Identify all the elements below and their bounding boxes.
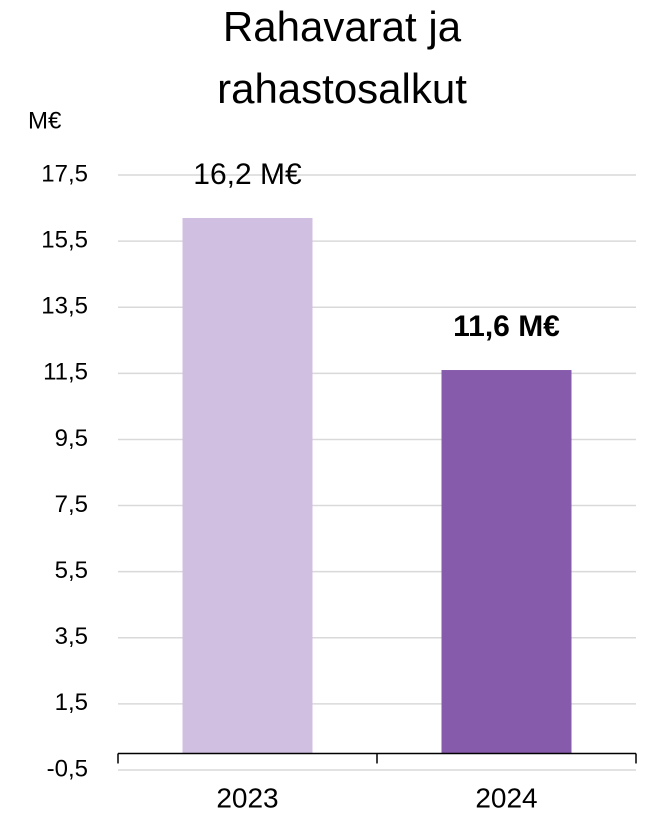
y-tick-label: -0,5 <box>47 755 88 782</box>
bar <box>441 370 572 754</box>
y-tick-label: 9,5 <box>55 425 88 452</box>
y-tick-label: 1,5 <box>55 689 88 716</box>
chart-title: Rahavarat ja <box>223 3 462 50</box>
data-label: 16,2 M€ <box>193 158 302 191</box>
y-axis-label: M€ <box>28 107 62 134</box>
x-tick-label: 2023 <box>216 782 278 813</box>
bar <box>182 217 313 754</box>
y-tick-label: 3,5 <box>55 623 88 650</box>
chart-title: rahastosalkut <box>217 65 467 112</box>
y-tick-label: 11,5 <box>43 359 88 386</box>
data-label: 11,6 M€ <box>453 310 560 343</box>
y-tick-label: 17,5 <box>41 160 88 187</box>
y-tick-label: 5,5 <box>55 557 88 584</box>
y-tick-label: 7,5 <box>55 491 88 518</box>
y-tick-label: 15,5 <box>41 226 88 253</box>
y-tick-label: 13,5 <box>41 293 88 320</box>
x-tick-label: 2024 <box>475 782 537 813</box>
